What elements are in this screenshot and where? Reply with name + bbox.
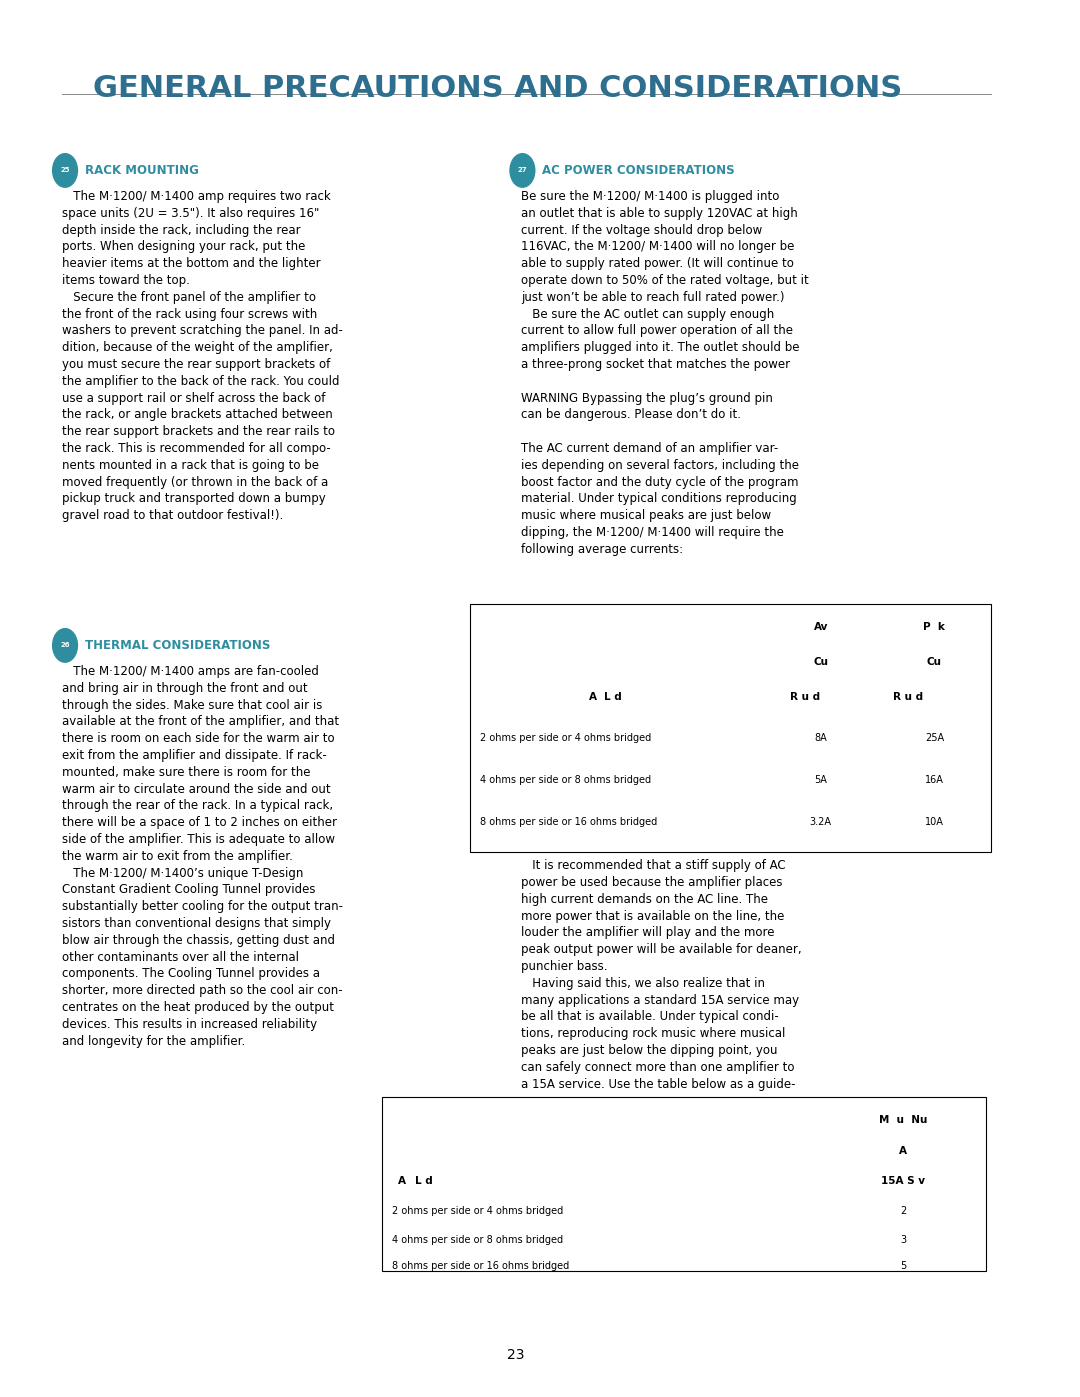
Text: THERMAL CONSIDERATIONS: THERMAL CONSIDERATIONS	[84, 638, 270, 652]
Text: GENERAL PRECAUTIONS AND CONSIDERATIONS: GENERAL PRECAUTIONS AND CONSIDERATIONS	[93, 74, 902, 103]
Text: 27: 27	[517, 168, 527, 173]
Text: 8A: 8A	[814, 733, 827, 743]
Text: 2 ohms per side or 4 ohms bridged: 2 ohms per side or 4 ohms bridged	[392, 1206, 564, 1215]
Text: 2 ohms per side or 4 ohms bridged: 2 ohms per side or 4 ohms bridged	[481, 733, 651, 743]
Text: 3.2A: 3.2A	[810, 817, 832, 827]
Text: 2: 2	[901, 1206, 906, 1215]
Text: 5: 5	[901, 1261, 906, 1271]
Circle shape	[53, 629, 78, 662]
Text: R u d: R u d	[789, 692, 820, 701]
Text: The M·1200/ M·1400 amp requires two rack
space units (2U = 3.5"). It also requir: The M·1200/ M·1400 amp requires two rack…	[62, 190, 342, 522]
Text: RACK MOUNTING: RACK MOUNTING	[84, 163, 199, 177]
Text: The M·1200/ M·1400 amps are fan-cooled
and bring air in through the front and ou: The M·1200/ M·1400 amps are fan-cooled a…	[62, 665, 343, 1048]
Text: 25: 25	[60, 168, 70, 173]
Text: Be sure the M·1200/ M·1400 is plugged into
an outlet that is able to supply 120V: Be sure the M·1200/ M·1400 is plugged in…	[522, 190, 809, 556]
Text: 26: 26	[60, 643, 70, 648]
Text: 15A S v: 15A S v	[881, 1176, 926, 1186]
Text: AC POWER CONSIDERATIONS: AC POWER CONSIDERATIONS	[542, 163, 734, 177]
Text: 4 ohms per side or 8 ohms bridged: 4 ohms per side or 8 ohms bridged	[481, 775, 651, 785]
Text: It is recommended that a stiff supply of AC
power be used because the amplifier : It is recommended that a stiff supply of…	[522, 859, 802, 1091]
Text: A: A	[900, 1146, 907, 1155]
Text: 4 ohms per side or 8 ohms bridged: 4 ohms per side or 8 ohms bridged	[392, 1235, 564, 1245]
Text: 16A: 16A	[924, 775, 944, 785]
Text: L d: L d	[604, 692, 622, 701]
Text: Cu: Cu	[813, 657, 828, 666]
Text: L d: L d	[415, 1176, 433, 1186]
Text: P  k: P k	[923, 622, 945, 631]
Circle shape	[510, 154, 535, 187]
Text: A: A	[589, 692, 596, 701]
FancyBboxPatch shape	[470, 604, 991, 852]
Text: 23: 23	[508, 1348, 525, 1362]
Text: M  u  Nu: M u Nu	[879, 1115, 928, 1125]
Text: A: A	[397, 1176, 405, 1186]
Text: 8 ohms per side or 16 ohms bridged: 8 ohms per side or 16 ohms bridged	[481, 817, 658, 827]
Circle shape	[53, 154, 78, 187]
FancyBboxPatch shape	[382, 1097, 986, 1271]
Text: 3: 3	[901, 1235, 906, 1245]
Text: 25A: 25A	[924, 733, 944, 743]
Text: 10A: 10A	[924, 817, 944, 827]
Text: Cu: Cu	[927, 657, 942, 666]
Text: 8 ohms per side or 16 ohms bridged: 8 ohms per side or 16 ohms bridged	[392, 1261, 569, 1271]
Text: Av: Av	[813, 622, 828, 631]
Text: 5A: 5A	[814, 775, 827, 785]
Text: R u d: R u d	[893, 692, 923, 701]
